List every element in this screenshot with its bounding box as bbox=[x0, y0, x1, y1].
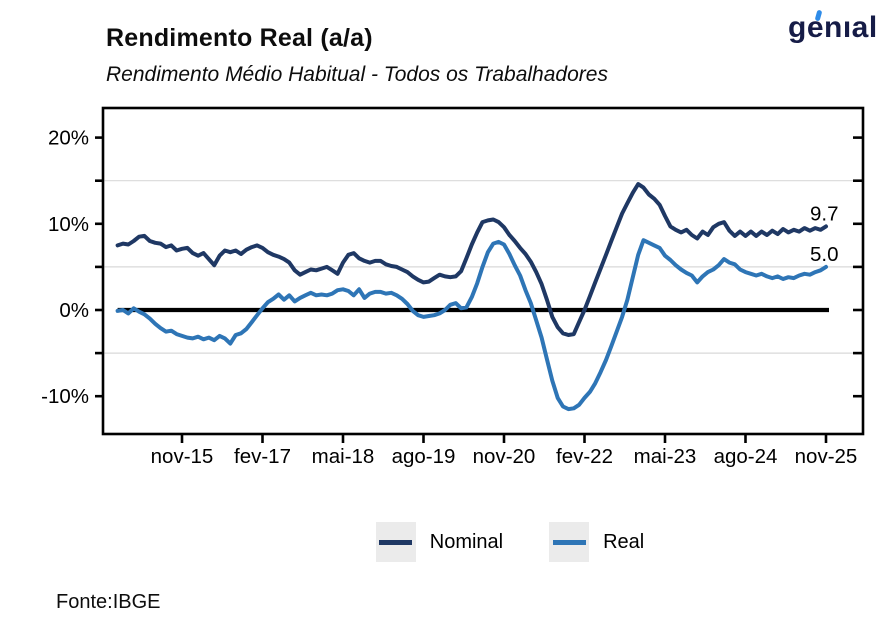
nominal-end-value: 9.7 bbox=[810, 202, 839, 225]
real-line bbox=[115, 238, 828, 412]
real-end-value: 5.0 bbox=[810, 243, 839, 266]
legend-item-real: Real bbox=[549, 522, 644, 562]
genial-logo: genıal bbox=[788, 9, 878, 44]
x-axis-label: mai-18 bbox=[312, 445, 375, 468]
x-axis-label: nov-25 bbox=[795, 445, 858, 468]
real-line-sample-icon bbox=[552, 539, 586, 545]
x-axis-label: fev-17 bbox=[234, 445, 291, 468]
plot-frame bbox=[101, 106, 865, 436]
legend-label-real: Real bbox=[603, 530, 645, 553]
y-axis-label: 20% bbox=[48, 127, 89, 150]
legend-item-nominal: Nominal bbox=[375, 522, 504, 562]
legend-swatch bbox=[549, 522, 590, 562]
x-axis-label: fev-22 bbox=[556, 445, 613, 468]
x-axis-label: mai-23 bbox=[634, 445, 697, 468]
legend-label-nominal: Nominal bbox=[429, 530, 504, 553]
legend-swatch bbox=[375, 522, 416, 562]
source-note: Fonte:IBGE bbox=[56, 591, 161, 613]
x-axis-label: ago-19 bbox=[392, 445, 456, 468]
y-axis-label: -10% bbox=[41, 385, 89, 408]
genial-logo-text: genıal bbox=[788, 11, 878, 44]
page-subtitle: Rendimento Médio Habitual - Todos os Tra… bbox=[106, 63, 608, 86]
nominal-line-sample-icon bbox=[379, 539, 413, 545]
x-axis-label: nov-15 bbox=[151, 445, 214, 468]
x-axis-label: ago-24 bbox=[714, 445, 778, 468]
y-axis-label: 0% bbox=[59, 299, 89, 322]
chart-legend: Nominal Real bbox=[130, 522, 890, 562]
x-axis-label: nov-20 bbox=[473, 445, 536, 468]
nominal-line bbox=[115, 182, 828, 337]
page-title: Rendimento Real (a/a) bbox=[106, 24, 373, 52]
y-axis-label: 10% bbox=[48, 213, 89, 236]
